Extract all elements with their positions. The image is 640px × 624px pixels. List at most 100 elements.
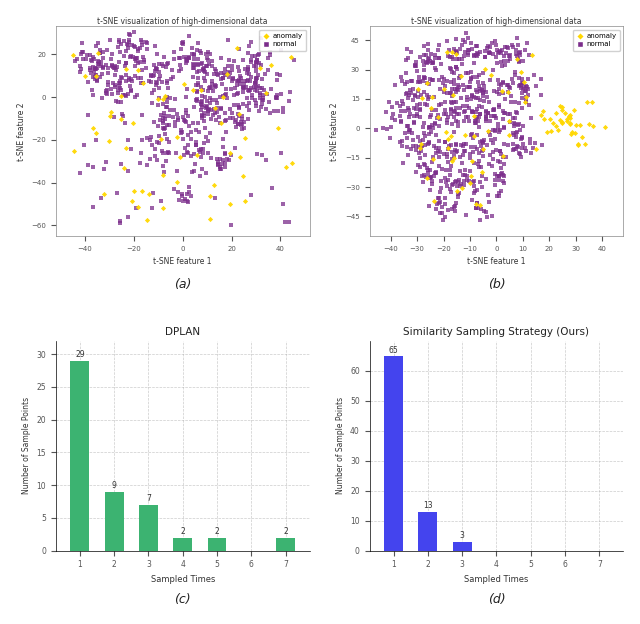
Point	[500, 94, 510, 104]
Point	[422, 78, 432, 88]
Point	[419, 128, 429, 138]
Point	[518, 77, 529, 87]
Point	[467, 195, 477, 205]
Point	[252, 73, 262, 83]
Point	[428, 75, 438, 85]
Point	[141, 133, 152, 143]
Point	[517, 78, 527, 88]
Point	[212, 71, 223, 80]
Point	[125, 81, 135, 91]
Point	[232, 43, 243, 53]
Point	[126, 86, 136, 96]
Point	[456, 71, 466, 81]
Point	[410, 61, 420, 71]
Point	[109, 61, 120, 71]
Point	[142, 44, 152, 54]
Point	[512, 51, 522, 61]
Point	[472, 72, 482, 82]
Point	[504, 51, 514, 61]
Point	[216, 74, 227, 84]
Point	[163, 148, 173, 158]
Text: 3: 3	[460, 531, 465, 540]
Point	[221, 84, 231, 94]
Point	[165, 105, 175, 115]
Point	[204, 83, 214, 93]
Point	[502, 80, 513, 90]
Point	[162, 149, 172, 158]
Point	[181, 54, 191, 64]
Point	[463, 46, 474, 56]
Point	[200, 92, 210, 102]
Point	[223, 61, 233, 71]
Point	[396, 105, 406, 115]
Point	[524, 100, 534, 110]
Point	[457, 54, 467, 64]
Point	[378, 123, 388, 133]
Point	[246, 190, 256, 200]
Point	[189, 63, 200, 73]
Point	[272, 93, 282, 103]
Point	[417, 76, 428, 86]
Point	[420, 172, 431, 182]
Point	[150, 80, 161, 90]
Point	[201, 168, 211, 178]
Point	[560, 108, 570, 118]
Point	[465, 149, 475, 159]
Point	[230, 144, 240, 154]
Point	[524, 84, 534, 94]
Point	[502, 56, 513, 66]
Point	[508, 42, 518, 52]
Point	[93, 48, 103, 58]
Point	[415, 142, 426, 152]
Point	[433, 110, 444, 120]
Point	[467, 157, 477, 167]
Point	[511, 54, 522, 64]
Point	[386, 122, 396, 132]
Point	[145, 154, 156, 164]
Point	[471, 41, 481, 51]
Bar	[384, 356, 403, 550]
Point	[252, 85, 262, 95]
Point	[463, 45, 474, 55]
Point	[504, 54, 515, 64]
Point	[465, 67, 476, 77]
Point	[483, 41, 493, 51]
Point	[68, 50, 78, 60]
Point	[494, 191, 504, 201]
Point	[168, 72, 178, 82]
Point	[91, 128, 101, 138]
Point	[124, 73, 134, 83]
Point	[443, 205, 453, 215]
Point	[228, 72, 238, 82]
Point	[431, 143, 441, 153]
Point	[436, 177, 447, 187]
Point	[442, 115, 452, 125]
Point	[440, 81, 450, 91]
Text: 7: 7	[146, 494, 151, 503]
Point	[520, 86, 531, 96]
Point	[416, 146, 426, 156]
Point	[456, 44, 466, 54]
Point	[163, 97, 173, 107]
Point	[531, 80, 541, 90]
Point	[515, 50, 525, 60]
Point	[517, 88, 527, 98]
Point	[221, 89, 232, 99]
Point	[415, 112, 425, 122]
Point	[477, 146, 487, 156]
Point	[251, 62, 261, 72]
Point	[588, 121, 598, 131]
Point	[556, 115, 566, 125]
Point	[418, 135, 428, 145]
Point	[172, 132, 182, 142]
Point	[429, 140, 439, 150]
Point	[413, 142, 424, 152]
Point	[569, 105, 579, 115]
Point	[78, 47, 88, 57]
Point	[481, 114, 492, 124]
Point	[234, 66, 244, 76]
Point	[189, 54, 199, 64]
Point	[417, 172, 428, 182]
Point	[398, 99, 408, 109]
Point	[511, 128, 521, 138]
